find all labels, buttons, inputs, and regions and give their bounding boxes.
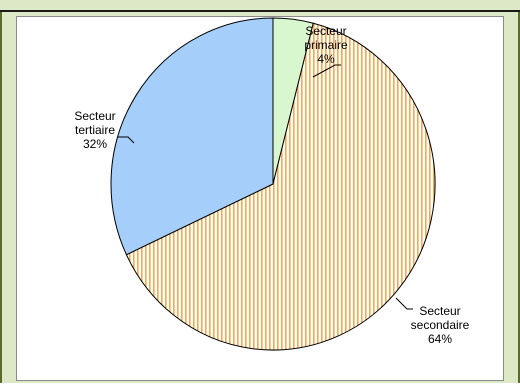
leader-primaire bbox=[312, 64, 341, 78]
pie-chart: Secteur primaire 4% Secteur tertiaire 32… bbox=[74, 17, 470, 351]
label-tertiaire-percent: 32% bbox=[83, 137, 107, 151]
chart-frame: Secteur primaire 4% Secteur tertiaire 32… bbox=[16, 16, 504, 381]
label-primaire-percent: 4% bbox=[317, 52, 335, 66]
leader-secondaire bbox=[395, 297, 413, 310]
label-secondaire-line1: Secteur bbox=[419, 304, 460, 318]
header-strip bbox=[0, 0, 520, 12]
leader-tertiaire bbox=[118, 136, 135, 144]
label-tertiaire-line1: Secteur bbox=[74, 109, 115, 123]
header-rule bbox=[0, 10, 520, 12]
label-secondaire-percent: 64% bbox=[428, 332, 452, 346]
right-border bbox=[518, 12, 520, 383]
slice-secondaire bbox=[125, 22, 436, 351]
label-tertiaire-line2: tertiaire bbox=[75, 123, 115, 137]
label-primaire-line1: Secteur bbox=[305, 24, 346, 38]
left-border bbox=[0, 12, 2, 383]
label-secondaire-line2: secondaire bbox=[411, 318, 470, 332]
slice-tertiaire bbox=[110, 17, 274, 256]
label-primaire-line2: primaire bbox=[304, 38, 348, 52]
